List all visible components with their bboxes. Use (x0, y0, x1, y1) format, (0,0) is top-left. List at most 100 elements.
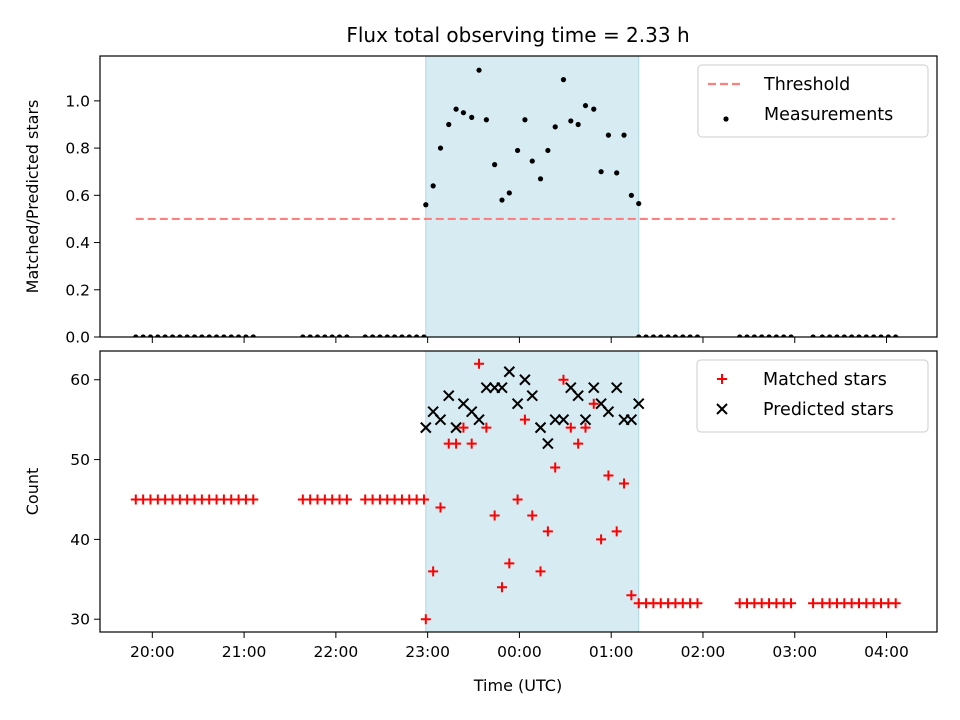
matched-star-point (458, 422, 469, 433)
measurement-point (307, 334, 313, 337)
predicted-star-point (549, 413, 561, 426)
measurement-point (140, 334, 146, 337)
measurement-point (169, 334, 176, 337)
measurement-point (751, 334, 757, 337)
measurement-point (377, 334, 383, 337)
measurement-point (893, 334, 899, 337)
panel-counts: 30 40 50 60 20:00 21:00 22:00 23:00 00:00 01:00 02… (23, 350, 938, 661)
predicted-star-point (511, 397, 524, 410)
matched-star-point (466, 438, 477, 449)
measurement-point (177, 334, 183, 337)
measurement-point (300, 334, 306, 337)
y-tick-label: 0.2 (65, 281, 90, 299)
measurement-point (650, 334, 657, 337)
matched-star-point (535, 566, 546, 577)
measurement-point (414, 334, 420, 337)
x-tick-label: 21:00 (222, 643, 267, 661)
measurement-point (537, 176, 544, 182)
x-tick-label: 20:00 (130, 643, 175, 661)
legend: Matched stars Predicted stars (696, 359, 929, 433)
measurement-point (399, 334, 405, 337)
x-tick-label: 02:00 (681, 643, 726, 661)
y-tick-label: 0.8 (65, 140, 90, 158)
predicted-star-point (526, 389, 538, 402)
measurement-point (243, 334, 249, 337)
measurement-point (314, 334, 321, 337)
predicted-star-point (473, 413, 485, 426)
matched-star-point (512, 494, 523, 505)
x-tick-label: 03:00 (772, 643, 817, 661)
measurement-point (184, 334, 190, 337)
measurement-point (392, 334, 398, 337)
legend-box (697, 64, 929, 138)
predicted-star-point (534, 421, 547, 434)
measurement-point (552, 124, 558, 130)
measurement-point (788, 334, 794, 337)
y-axis-title: Matched/Predicted stars (23, 100, 42, 294)
measurement-point (514, 147, 521, 154)
measurement-point (469, 114, 475, 120)
measurement-point (336, 334, 343, 337)
matched-star-point (420, 614, 431, 625)
y-tick-label: 30 (70, 611, 90, 629)
observing-window-band (425, 350, 640, 633)
matched-star-point (588, 398, 599, 409)
matched-star-point (565, 422, 576, 433)
matched-star-point (474, 358, 485, 369)
measurement-point (437, 145, 444, 151)
panel-ratio: 0.0 0.2 0.4 0.6 0.8 1.0 Matched/Predicted star… (23, 55, 938, 347)
measurement-point (665, 334, 671, 337)
matched-star-point (786, 598, 797, 609)
legend-box (696, 359, 929, 433)
measurement-point (362, 334, 368, 337)
measurement-point (680, 334, 686, 337)
measurement-point (871, 334, 877, 337)
predicted-star-point (480, 382, 493, 394)
measurement-point (199, 334, 205, 337)
measurement-point (744, 334, 750, 337)
x-axis-title: Time (UTC) (473, 676, 562, 695)
measurement-point (737, 334, 743, 337)
legend: Threshold Measurements (697, 64, 929, 138)
predicted-star-point (602, 405, 615, 418)
predicted-star-point (572, 389, 584, 402)
measurement-point (545, 147, 551, 154)
matched-star-point (418, 494, 429, 505)
matched-star-point (626, 590, 637, 601)
measurement-point (591, 106, 597, 112)
measurement-point (773, 334, 779, 337)
matched-star-point (542, 526, 553, 537)
matched-star-point (519, 414, 530, 425)
plot-panels: 0.0 0.2 0.4 0.6 0.8 1.0 Matched/Predicted star… (23, 55, 938, 661)
measurement-point (213, 334, 220, 337)
predicted-star-point (588, 382, 600, 394)
matched-star-point (619, 478, 630, 489)
matched-star-point (496, 582, 507, 593)
matched-star-point (341, 494, 352, 505)
y-tick-label: 0.6 (65, 187, 90, 205)
measurement-point (841, 334, 847, 337)
measurement-point (636, 334, 642, 337)
measurement-point (575, 121, 581, 128)
x-tick-label: 22:00 (314, 643, 359, 661)
measurement-point (155, 334, 161, 337)
measurement-point (191, 334, 198, 337)
matched-star-point (451, 438, 462, 449)
measurement-point (878, 334, 884, 337)
measurement-point (384, 334, 390, 337)
legend-plus-icon (717, 374, 727, 384)
measurement-point (133, 334, 139, 337)
measurement-point (476, 67, 482, 73)
predicted-star-point (633, 397, 645, 410)
measurement-point (621, 132, 627, 138)
matched-star-point (692, 598, 703, 609)
measurement-point (423, 202, 429, 208)
measurement-point (834, 334, 840, 337)
measurement-point (228, 334, 234, 337)
legend-label: Measurements (764, 105, 893, 125)
predicted-star-point (625, 413, 638, 426)
legend-dot-icon (723, 116, 729, 122)
matched-star-point (596, 534, 607, 545)
measurement-point (614, 170, 620, 176)
chart-title: Flux total observing time = 2.33 h (346, 23, 689, 47)
